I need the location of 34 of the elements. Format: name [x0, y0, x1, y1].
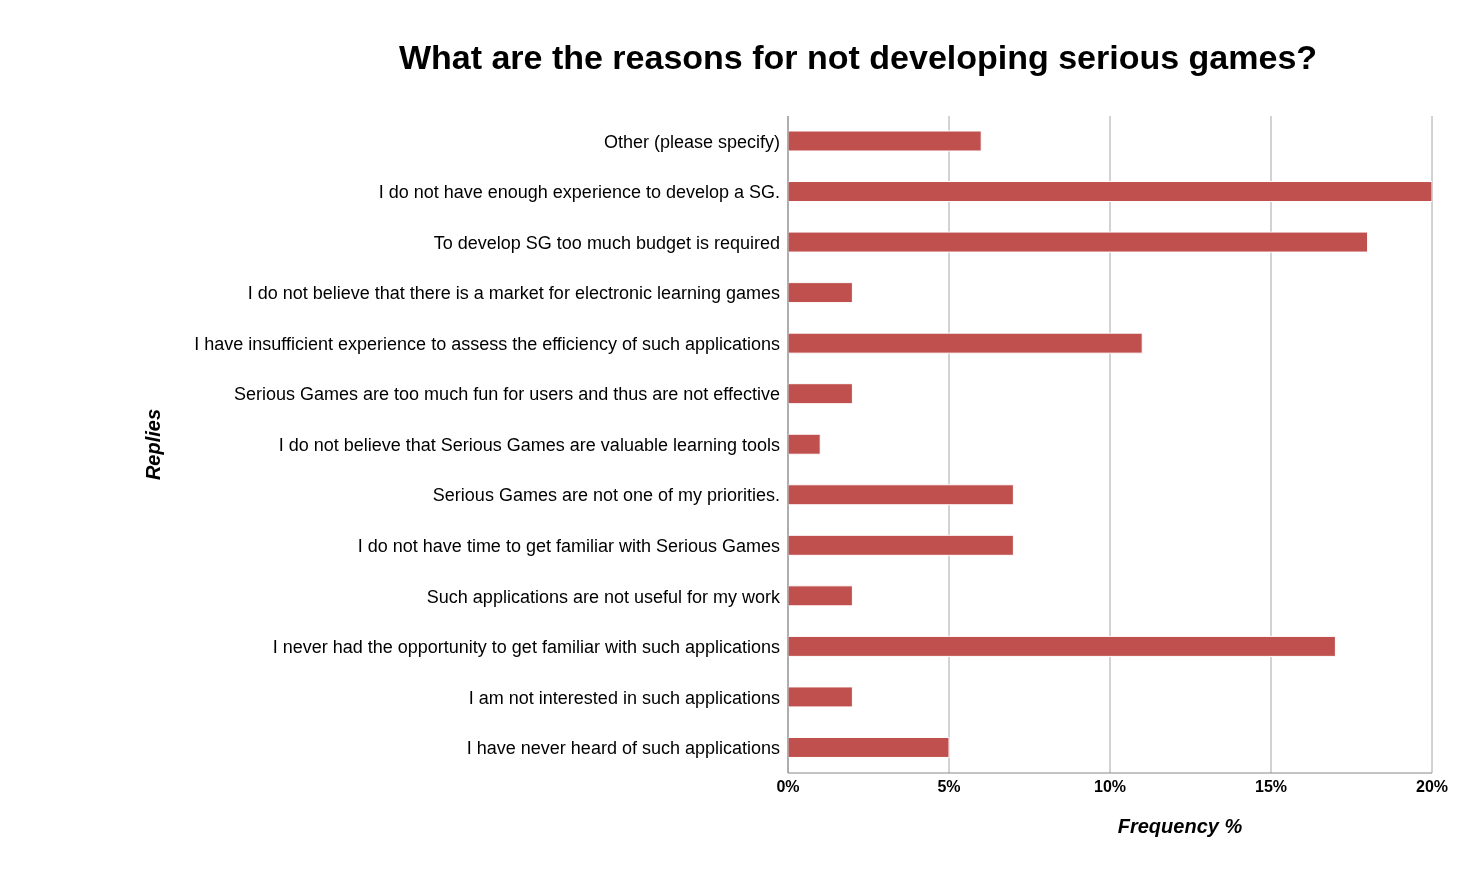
y-tick-label: I have insufficient experience to assess the efficiency of such applications [194, 333, 780, 354]
bar [788, 686, 853, 708]
bar [788, 534, 1014, 556]
y-tick-label: I do not believe that Serious Games are valuable learning tools [278, 434, 780, 455]
bar [788, 282, 853, 304]
y-tick-label: Such applications are not useful for my work [426, 586, 781, 607]
y-axis-title: Replies [142, 408, 165, 481]
bar [788, 231, 1369, 253]
bar [788, 433, 821, 455]
x-tick-label: 5% [937, 778, 961, 796]
bar [788, 635, 1336, 657]
y-tick-label: To develop SG too much budget is required [433, 232, 780, 253]
x-tick-label: 20% [1415, 778, 1449, 796]
y-tick-label: I do not have enough experience to develop a SG. [378, 182, 780, 203]
y-tick-label: I am not interested in such applications [468, 687, 780, 708]
x-tick-label: 0% [776, 778, 800, 796]
bar [788, 181, 1432, 203]
x-axis-title: Frequency % [1117, 815, 1243, 837]
chart-title: What are the reasons for not developing serious games? [397, 38, 1319, 77]
y-tick-label: Other (please specify) [603, 131, 780, 152]
y-tick-label: I have never heard of such applications [466, 738, 780, 759]
y-tick-label: Serious Games are too much fun for users and thus are not effective [234, 384, 780, 405]
y-tick-label: I do not have time to get familiar with Serious Games [357, 535, 780, 556]
x-tick-label: 10% [1093, 778, 1127, 796]
y-tick-label: I never had the opportunity to get familiar with such applications [272, 637, 780, 658]
bar [788, 736, 950, 758]
bar [788, 585, 853, 607]
bar [788, 130, 982, 152]
bar [788, 332, 1143, 354]
bar [788, 484, 1014, 506]
bar [788, 383, 853, 405]
x-tick-label: 15% [1254, 778, 1288, 796]
y-tick-label: Serious Games are not one of my priorities. [432, 485, 780, 506]
y-tick-label: I do not believe that there is a market for electronic learning games [247, 283, 780, 304]
